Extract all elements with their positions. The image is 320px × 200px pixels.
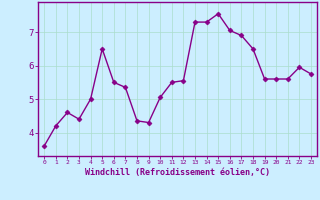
X-axis label: Windchill (Refroidissement éolien,°C): Windchill (Refroidissement éolien,°C) xyxy=(85,168,270,177)
